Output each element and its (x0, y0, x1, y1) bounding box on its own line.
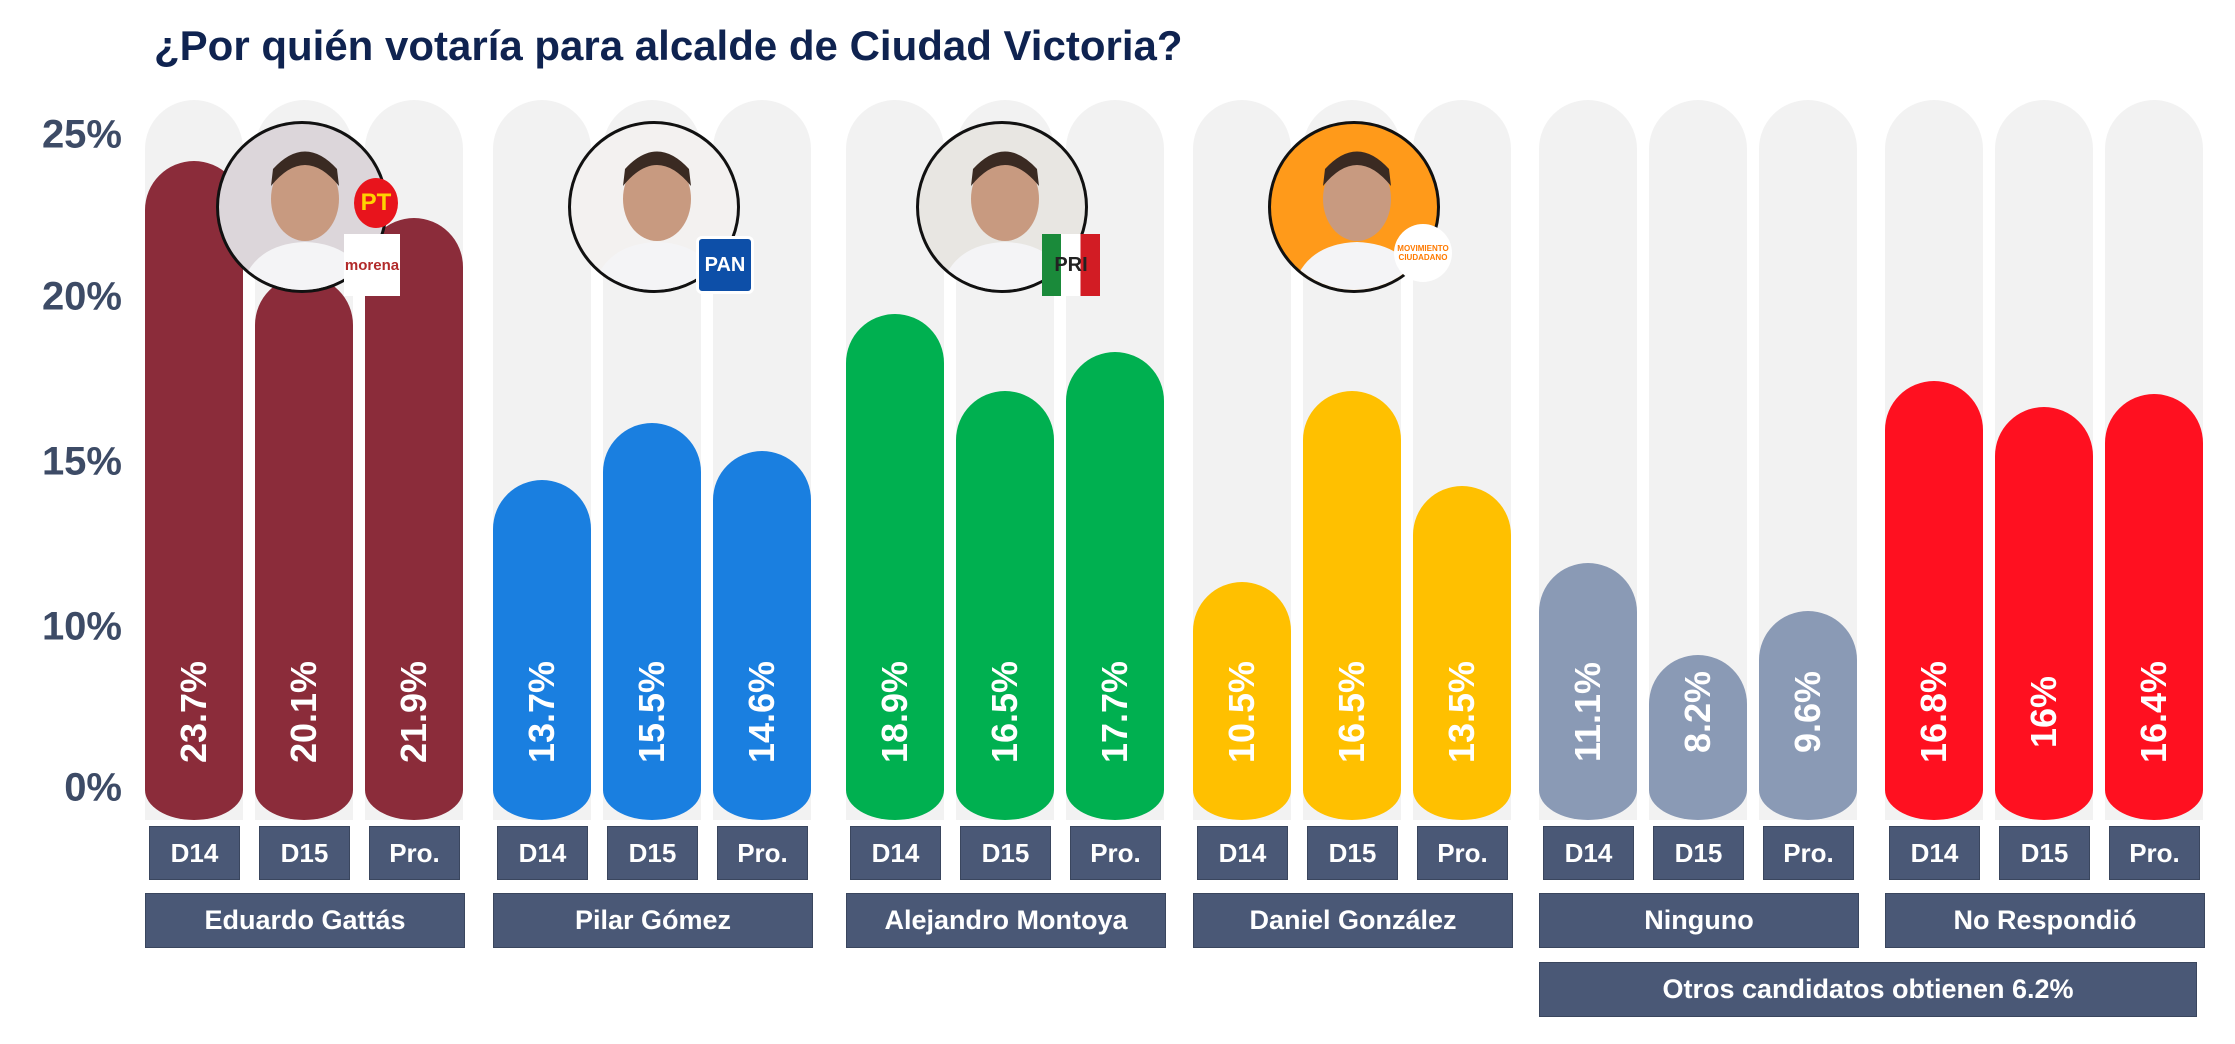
series-label-box: D15 (1999, 826, 2090, 880)
data-label: 13.7% (521, 660, 562, 764)
series-label-box: D15 (607, 826, 698, 880)
series-label-box: D14 (1543, 826, 1634, 880)
bar (1995, 406, 2093, 820)
data-label: 11.1% (1567, 661, 1608, 763)
series-label-box: D15 (259, 826, 350, 880)
bar (493, 479, 591, 820)
data-label: 21.9% (393, 660, 434, 764)
y-tick-label: 10% (41, 604, 122, 649)
data-label: 10.5% (1221, 660, 1262, 764)
category-label-box: Ninguno (1539, 893, 1859, 948)
bar (1649, 655, 1747, 820)
data-label: 17.7% (1094, 660, 1135, 764)
series-label-box: D14 (1197, 826, 1288, 880)
bar (603, 422, 701, 820)
party-logo-pt: PT (354, 178, 398, 228)
series-label-box: D15 (1307, 826, 1398, 880)
category-label-box: Alejandro Montoya (846, 893, 1166, 948)
series-label-box: Pro. (1417, 826, 1508, 880)
y-tick-label: 25% (41, 112, 122, 157)
data-label: 20.1% (283, 660, 324, 764)
note-box: Otros candidatos obtienen 6.2% (1539, 962, 2197, 1017)
data-label: 9.6% (1787, 670, 1828, 754)
series-label-box: D14 (497, 826, 588, 880)
data-label: 13.5% (1441, 660, 1482, 764)
data-label: 16.4% (2133, 660, 2174, 764)
series-label-box: Pro. (717, 826, 808, 880)
data-label: 18.9% (874, 660, 915, 764)
series-label-box: Pro. (1070, 826, 1161, 880)
series-label-box: Pro. (1763, 826, 1854, 880)
bar (365, 218, 463, 820)
series-label-box: D15 (960, 826, 1051, 880)
party-logo-morena: morena (344, 234, 400, 296)
chart-title: ¿Por quién votaría para alcalde de Ciuda… (154, 22, 1183, 69)
data-label: 23.7% (173, 660, 214, 764)
y-tick-label: 15% (41, 439, 122, 484)
data-label: 16.5% (1331, 660, 1372, 764)
bar (1066, 352, 1164, 820)
y-tick-label: 20% (41, 274, 122, 319)
series-label-box: D14 (149, 826, 240, 880)
series-label-box: D15 (1653, 826, 1744, 880)
bar (1303, 390, 1401, 820)
bar (713, 451, 811, 820)
bar (1759, 610, 1857, 820)
candidate-photo (916, 121, 1088, 293)
bar (1885, 381, 1983, 820)
series-label-box: Pro. (369, 826, 460, 880)
data-label: 16% (2023, 675, 2064, 749)
bar (2105, 393, 2203, 820)
category-label-box: No Respondió (1885, 893, 2205, 948)
data-label: 8.2% (1677, 670, 1718, 754)
data-label: 16.8% (1913, 660, 1954, 764)
data-label: 14.6% (741, 660, 782, 764)
bar (1539, 562, 1637, 820)
series-label-box: D14 (850, 826, 941, 880)
bar (846, 314, 944, 820)
data-label: 16.5% (984, 660, 1025, 764)
y-tick-label: 0% (64, 765, 122, 810)
bar (255, 275, 353, 820)
category-label-box: Daniel González (1193, 893, 1513, 948)
category-label-box: Eduardo Gattás (145, 893, 465, 948)
party-logo-pan: PAN (696, 236, 754, 294)
series-label-box: D14 (1889, 826, 1980, 880)
bar (956, 390, 1054, 820)
bar (1413, 486, 1511, 820)
bar (1193, 582, 1291, 820)
party-logo-pri: PRI (1042, 234, 1100, 296)
series-label-box: Pro. (2109, 826, 2200, 880)
data-label: 15.5% (631, 660, 672, 764)
category-label-box: Pilar Gómez (493, 893, 813, 948)
bar (145, 160, 243, 820)
party-logo-movimiento-ciudadano: MOVIMIENTO CIUDADANO (1394, 224, 1452, 282)
